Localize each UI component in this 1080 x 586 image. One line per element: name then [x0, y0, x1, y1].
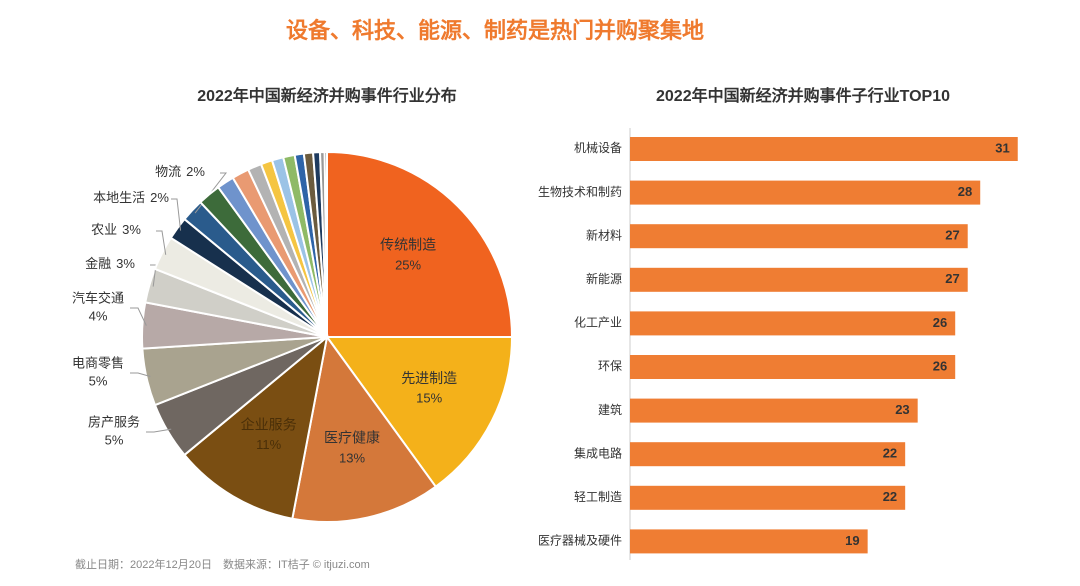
leader-line: [130, 372, 151, 377]
pie-title: 2022年中国新经济并购事件行业分布: [197, 86, 457, 105]
y-tick-label: 新能源: [586, 271, 622, 286]
slice-label-group: 金融 3%: [85, 256, 135, 271]
bar-value-label: 23: [895, 402, 909, 417]
leader-line: [156, 230, 167, 255]
leader-line: [171, 198, 182, 231]
bar-value-label: 28: [958, 184, 972, 199]
slice-value-label: 2%: [150, 190, 169, 205]
bar: [630, 529, 868, 554]
slice-label: 先进制造: [401, 370, 457, 386]
bar: [630, 224, 968, 249]
slice-label-group: 农业 3%: [91, 222, 141, 237]
slice-label-group: 物流 2%: [155, 164, 205, 179]
slice-value-label: 3%: [116, 256, 135, 271]
bar-value-label: 31: [995, 140, 1009, 155]
slice-value-label: 4%: [89, 308, 108, 323]
pie-slice: [291, 334, 438, 523]
bar: [630, 442, 906, 467]
slice-value-label: 13%: [339, 450, 365, 465]
bar: [630, 355, 956, 379]
slice-label: 医疗健康: [324, 430, 380, 446]
bar: [630, 398, 918, 423]
y-tick-label: 机械设备: [574, 140, 622, 155]
slice-label: 汽车交通: [72, 290, 124, 305]
bar: [630, 485, 906, 510]
bar-value-label: 19: [845, 533, 859, 548]
bar-value-label: 26: [933, 315, 947, 330]
pie-slice: [323, 150, 328, 338]
bar-value-label: 27: [945, 271, 959, 286]
y-tick-label: 环保: [598, 359, 622, 373]
slice-value-label: 11%: [256, 437, 281, 452]
y-tick-label: 新材料: [586, 227, 622, 242]
y-tick-label: 化工产业: [574, 316, 622, 330]
y-tick-label: 生物技术和制药: [538, 185, 622, 199]
bar-value-label: 22: [883, 489, 897, 504]
page-title: 设备、科技、能源、制药是热门并购聚集地: [286, 18, 704, 43]
slice-label: 电商零售: [72, 355, 124, 370]
bar: [630, 180, 981, 205]
slice-value-label: 5%: [105, 432, 124, 447]
slice-value-label: 15%: [416, 391, 442, 406]
bar: [630, 137, 1018, 161]
y-tick-label: 轻工制造: [574, 490, 622, 504]
bar-value-label: 26: [933, 358, 947, 373]
slice-label: 物流: [155, 164, 181, 179]
slice-value-label: 2%: [186, 164, 205, 179]
pie-slice: [326, 150, 514, 338]
slice-label: 企业服务: [241, 416, 297, 432]
slice-value-label: 25%: [395, 257, 421, 272]
pie-slice: [325, 336, 514, 489]
slice-label-group: 本地生活 2%: [93, 190, 169, 205]
slice-value-label: 3%: [122, 222, 141, 237]
y-tick-label: 集成电路: [574, 445, 622, 460]
y-tick-label: 医疗器械及硬件: [538, 533, 622, 548]
bar-value-label: 27: [945, 228, 959, 243]
bar: [630, 311, 956, 336]
slice-label: 金融: [85, 256, 111, 271]
slice-label: 传统制造: [380, 237, 436, 253]
bar-value-label: 22: [883, 446, 897, 461]
slice-label: 本地生活: [93, 190, 145, 205]
leader-line: [130, 307, 147, 326]
footnote: 截止日期：2022年12月20日 数据来源：IT桔子 © itjuzi.com: [75, 557, 370, 571]
leader-line: [146, 428, 172, 433]
bar: [630, 267, 968, 292]
y-tick-label: 建筑: [598, 402, 622, 417]
slice-label: 房产服务: [88, 414, 140, 429]
pie-slice: [183, 334, 329, 520]
bar-title: 2022年中国新经济并购事件子行业TOP10: [656, 86, 950, 105]
slice-value-label: 5%: [89, 373, 108, 388]
slice-label: 农业: [91, 222, 117, 237]
